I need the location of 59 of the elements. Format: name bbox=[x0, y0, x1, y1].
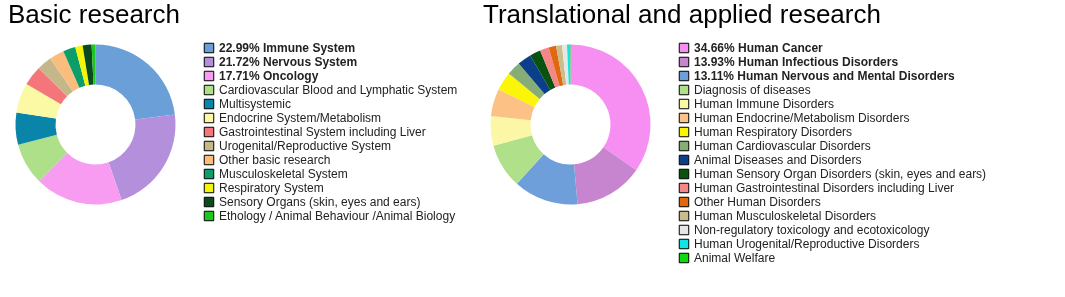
donut-slice bbox=[498, 73, 540, 108]
donut-slice bbox=[18, 134, 68, 182]
donut-slice bbox=[26, 68, 68, 105]
donut-slice bbox=[15, 112, 57, 145]
donut-slice bbox=[518, 55, 551, 94]
legend-label: Human Urogenital/Reproductive Disorders bbox=[694, 237, 920, 251]
donut-slice bbox=[63, 47, 86, 88]
legend-label: Animal Welfare bbox=[694, 251, 776, 265]
legend-label: Gastrointestinal System including Liver bbox=[219, 125, 426, 139]
legend-label: Human Gastrointestinal Disorders including Liver bbox=[694, 181, 955, 195]
donut-slice bbox=[570, 44, 651, 171]
legend-label: Human Immune Disorders bbox=[694, 97, 835, 111]
legend-label: 21.72% Nervous System bbox=[219, 55, 358, 69]
legend-label: Multisystemic bbox=[219, 97, 292, 111]
donut-slice bbox=[490, 89, 535, 121]
legend-label: 34.66% Human Cancer bbox=[694, 41, 824, 55]
donut-slice bbox=[38, 58, 73, 97]
legend-label: Sensory Organs (skin, eyes and ears) bbox=[219, 195, 421, 209]
legend-label: 13.93% Human Infectious Disorders bbox=[694, 55, 899, 69]
legend-label: 22.99% Immune System bbox=[219, 41, 356, 55]
donut-slice bbox=[556, 44, 567, 86]
legend-label: Respiratory System bbox=[219, 181, 324, 195]
legend-label: Animal Diseases and Disorders bbox=[694, 153, 862, 167]
legend-label: Ethology / Animal Behaviour /Animal Biology bbox=[219, 209, 456, 223]
donut-slice bbox=[574, 147, 637, 205]
legend-label: Human Sensory Organ Disorders (skin, eyes and ears) bbox=[694, 167, 987, 181]
donut-slice bbox=[493, 135, 544, 184]
legend-label: Non-regulatory toxicology and ecotoxicology bbox=[694, 223, 930, 237]
donut-slice bbox=[75, 45, 90, 86]
donut-slice bbox=[548, 45, 564, 87]
legend-label: Cardiovascular Blood and Lymphatic System bbox=[219, 83, 458, 97]
donut-slice bbox=[95, 44, 175, 120]
donut-slice bbox=[39, 152, 122, 205]
legend-label: Other Human Disorders bbox=[694, 195, 821, 209]
donut-slice bbox=[50, 51, 80, 92]
donut-slice bbox=[508, 63, 545, 99]
chart-title: Translational and applied research bbox=[483, 0, 881, 29]
donut-slice bbox=[490, 115, 532, 146]
legend-label: Human Musculoskeletal Disorders bbox=[694, 209, 877, 223]
legend-label: Human Endocrine/Metabolism Disorders bbox=[694, 111, 910, 125]
legend-label: Other basic research bbox=[219, 153, 331, 167]
legend-label: Urogenital/Reproductive System bbox=[219, 139, 392, 153]
legend-label: 13.11% Human Nervous and Mental Disorders bbox=[694, 69, 956, 83]
legend-label: Human Respiratory Disorders bbox=[694, 125, 853, 139]
donut-slice bbox=[540, 47, 560, 88]
legend-label: Musculoskeletal System bbox=[219, 167, 348, 181]
donut-slice bbox=[561, 44, 569, 85]
donut-slice bbox=[530, 50, 556, 90]
donut-slice bbox=[566, 44, 571, 85]
donut-slice bbox=[82, 44, 94, 86]
donut-slice bbox=[108, 114, 176, 201]
legend-label: Endocrine System/Metabolism bbox=[219, 111, 382, 125]
legend-label: Human Cardiovascular Disorders bbox=[694, 139, 871, 153]
donut-slice bbox=[516, 154, 578, 205]
donut-slice bbox=[16, 84, 61, 119]
donut-slice bbox=[91, 44, 96, 85]
chart-title: Basic research bbox=[8, 0, 180, 29]
legend-label: Diagnosis of diseases bbox=[694, 83, 811, 97]
legend-label: 17.71% Oncology bbox=[219, 69, 319, 83]
